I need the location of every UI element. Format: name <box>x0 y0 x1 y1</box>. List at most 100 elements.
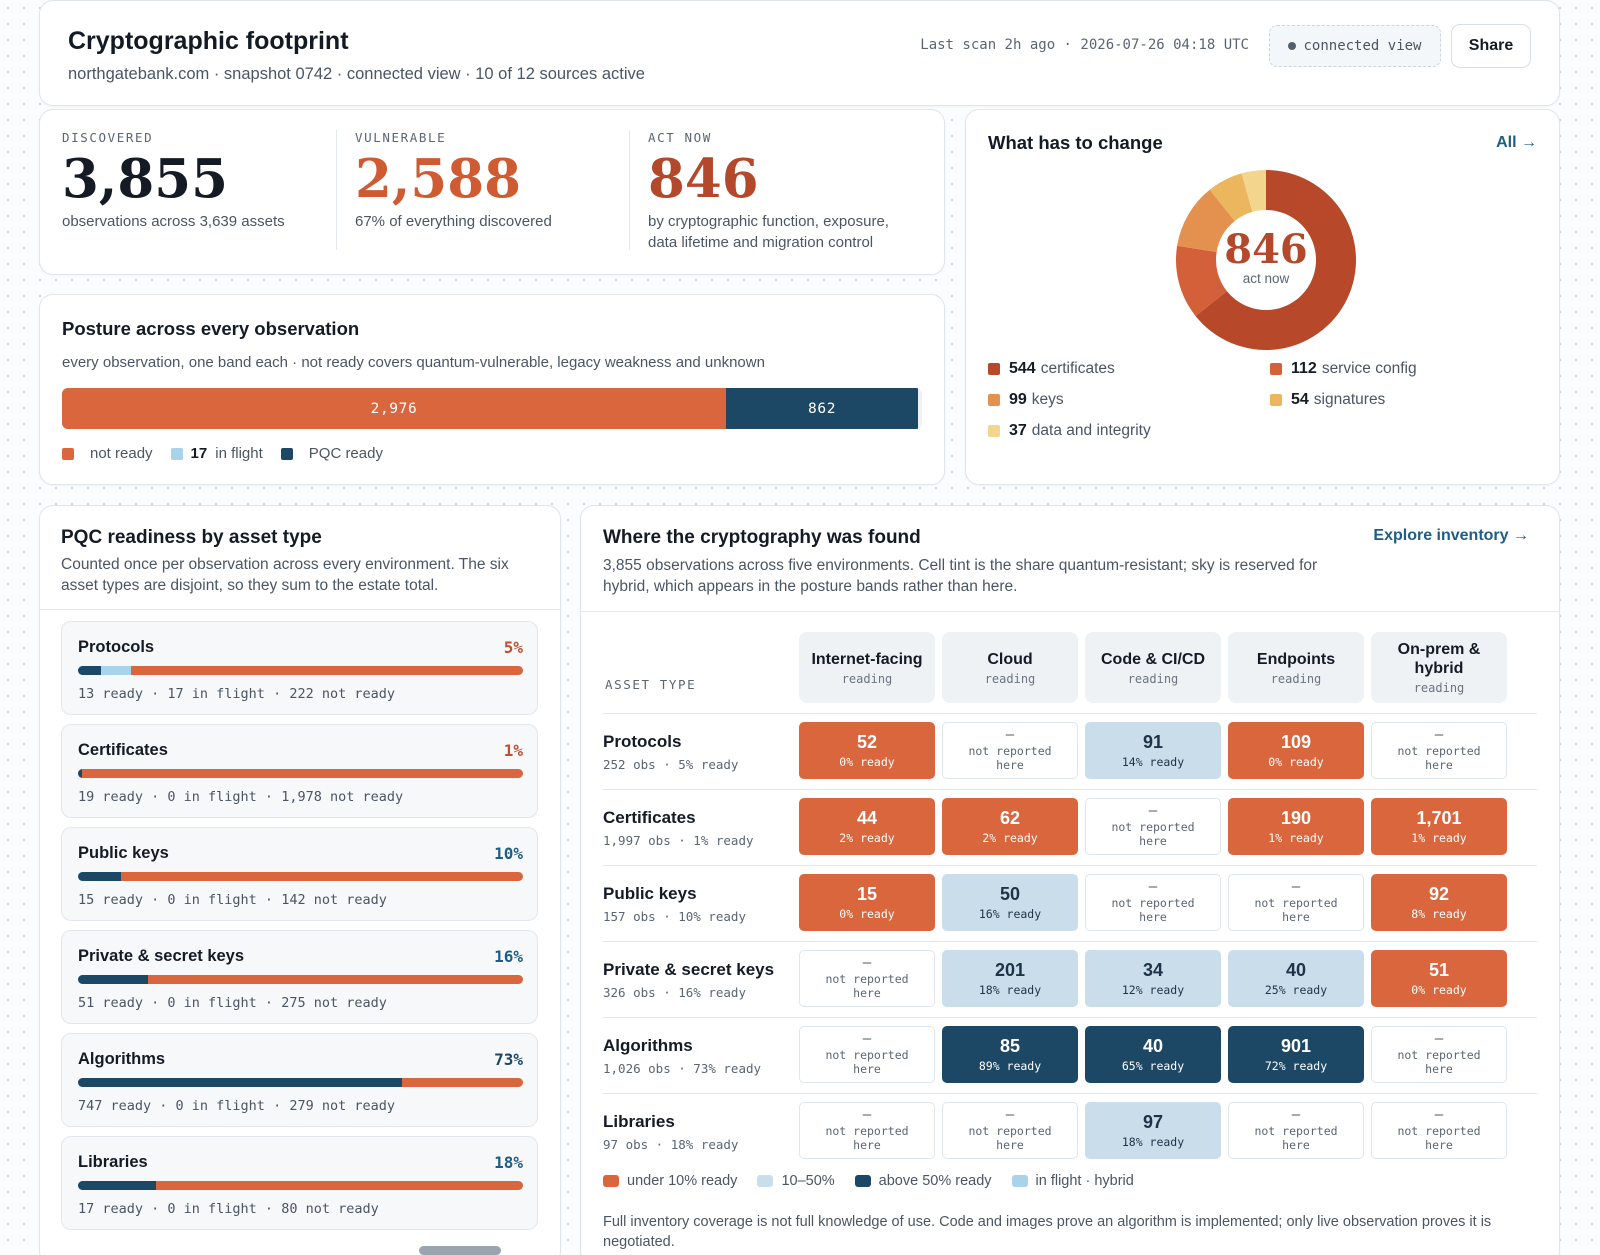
posture-segment-pqc-ready: 862 <box>725 388 919 429</box>
share-button[interactable]: Share <box>1451 24 1531 68</box>
column-header[interactable]: Code & CI/CD reading <box>1085 632 1221 703</box>
matrix-cell[interactable]: 901 72% ready <box>1228 1026 1364 1083</box>
cell-ready: 72% ready <box>1264 1059 1328 1073</box>
readiness-subtitle: Counted once per observation across ever… <box>61 556 509 594</box>
matrix-cell-empty[interactable]: — not reported here <box>1371 1026 1507 1083</box>
matrix-cell-empty[interactable]: — not reported here <box>1371 1102 1507 1159</box>
matrix-cell-empty[interactable]: — not reported here <box>1085 874 1221 931</box>
readiness-bar <box>78 1181 523 1190</box>
readiness-bar <box>78 872 523 881</box>
matrix-cell[interactable]: 51 0% ready <box>1371 950 1507 1007</box>
matrix-cell[interactable]: 40 65% ready <box>1085 1026 1221 1083</box>
matrix-cell[interactable]: 85 89% ready <box>942 1026 1078 1083</box>
stat-label: DISCOVERED <box>62 130 154 145</box>
asset-type-name: Algorithms <box>78 1050 166 1068</box>
bar-ready <box>78 666 101 675</box>
matrix-cell[interactable]: 201 18% ready <box>942 950 1078 1007</box>
matrix-cell[interactable]: 40 25% ready <box>1228 950 1364 1007</box>
all-link[interactable]: All → <box>1496 134 1537 151</box>
legend-in-flight-hybrid: in flight · hybrid <box>1011 1173 1134 1189</box>
cell-ready: 2% ready <box>839 831 895 845</box>
row-divider <box>603 713 1537 714</box>
slice-service-config <box>1176 245 1227 317</box>
legend-swatch <box>62 447 74 460</box>
bar-not-ready <box>401 1078 523 1087</box>
matrix-cell-empty[interactable]: — not reported here <box>1228 1102 1364 1159</box>
matrix-cell[interactable]: 109 0% ready <box>1228 722 1364 779</box>
empty-dash: — <box>862 955 872 971</box>
bar-ready <box>78 769 83 778</box>
empty-text: not reported here <box>968 744 1052 772</box>
cell-count: 109 <box>1280 732 1312 752</box>
matrix-cell-empty[interactable]: — not reported here <box>799 1102 935 1159</box>
ready-percent: 1% <box>503 741 523 760</box>
matrix-cell-empty[interactable]: — not reported here <box>942 1102 1078 1159</box>
legend-text: under 10% ready <box>627 1173 738 1189</box>
slice-signatures <box>1209 173 1253 221</box>
matrix-cell[interactable]: 44 2% ready <box>799 798 935 855</box>
matrix-cell[interactable]: 62 2% ready <box>942 798 1078 855</box>
legend-swatch <box>1011 1175 1028 1187</box>
matrix-cell[interactable]: 15 0% ready <box>799 874 935 931</box>
matrix-cell-empty[interactable]: — not reported here <box>799 1026 935 1083</box>
legend-value: 99 <box>1009 391 1027 408</box>
change-card: What has to change All → 846 act now 544… <box>965 109 1560 485</box>
asset-type-obs: 97 obs · 18% ready <box>603 1137 739 1152</box>
stat-act-now: ACT NOW 846 by cryptographic function, e… <box>648 130 918 253</box>
readiness-row[interactable]: Public keys 10% 15 ready · 0 in flight · 1… <box>61 827 538 921</box>
matrix-cell[interactable]: 92 8% ready <box>1371 874 1507 931</box>
matrix-cell-empty[interactable]: — not reported here <box>1228 874 1364 931</box>
empty-text: not reported here <box>1111 820 1195 848</box>
matrix-cell[interactable]: 34 12% ready <box>1085 950 1221 1007</box>
matrix-cell[interactable]: 1,701 1% ready <box>1371 798 1507 855</box>
legend-value: 54 <box>1291 391 1309 408</box>
empty-text: not reported here <box>825 1124 909 1152</box>
donut-center-value: 846 <box>1224 226 1308 273</box>
column-header[interactable]: Internet-facing reading <box>799 632 935 703</box>
stat-value: 846 <box>648 148 759 210</box>
legend-label: service config <box>1321 360 1417 377</box>
empty-text: not reported here <box>1397 1124 1481 1152</box>
readiness-counts: 51 ready · 0 in flight · 275 not ready <box>78 995 387 1011</box>
column-header[interactable]: On-prem & hybrid reading <box>1371 632 1507 703</box>
legend-swatch <box>170 447 183 460</box>
cell-ready: 16% ready <box>978 907 1042 921</box>
matrix-cell-empty[interactable]: — not reported here <box>1371 722 1507 779</box>
matrix-cell-empty[interactable]: — not reported here <box>1085 798 1221 855</box>
cell-ready: 0% ready <box>839 755 895 769</box>
matrix-cell[interactable]: 190 1% ready <box>1228 798 1364 855</box>
cell-ready: 89% ready <box>978 1059 1042 1073</box>
legend-swatch <box>280 447 293 460</box>
readiness-row[interactable]: Protocols 5% 13 ready · 17 in flight · 222… <box>61 621 538 715</box>
legend-label: data and integrity <box>1031 422 1151 439</box>
column-header[interactable]: Endpoints reading <box>1228 632 1364 703</box>
matrix-legend: under 10% ready 10–50% above 50% ready i… <box>603 1173 1134 1189</box>
cell-count: 92 <box>1428 884 1450 904</box>
cell-count: 97 <box>1142 1112 1164 1132</box>
slice-data-integrity <box>1241 170 1266 212</box>
readiness-row[interactable]: Libraries 18% 17 ready · 0 in flight · 80 … <box>61 1136 538 1230</box>
stat-value: 3,855 <box>62 148 228 210</box>
legend-above-50: above 50% ready <box>854 1173 992 1189</box>
stats-card: DISCOVERED 3,855 observations across 3,6… <box>39 109 945 275</box>
bar-not-ready <box>120 872 523 881</box>
explore-inventory-link[interactable]: Explore inventory → <box>1373 527 1529 544</box>
matrix-cell[interactable]: 91 14% ready <box>1085 722 1221 779</box>
connected-view-chip[interactable]: connected view <box>1269 25 1441 67</box>
matrix-cell[interactable]: 50 16% ready <box>942 874 1078 931</box>
readiness-row[interactable]: Algorithms 73% 747 ready · 0 in flight · 2… <box>61 1033 538 1127</box>
readiness-row[interactable]: Private & secret keys 16% 51 ready · 0 in … <box>61 930 538 1024</box>
column-header[interactable]: Cloud reading <box>942 632 1078 703</box>
column-title: Code & CI/CD <box>1101 650 1205 668</box>
stat-value: 2,588 <box>355 148 521 210</box>
cell-ready: 18% ready <box>1121 1135 1185 1149</box>
matrix-cell[interactable]: 97 18% ready <box>1085 1102 1221 1159</box>
asset-type-obs: 252 obs · 5% ready <box>603 757 739 772</box>
stat-label: VULNERABLE <box>355 130 447 145</box>
readiness-row[interactable]: Certificates 1% 19 ready · 0 in flight · 1… <box>61 724 538 818</box>
empty-dash: — <box>1291 1107 1301 1123</box>
matrix-cell-empty[interactable]: — not reported here <box>942 722 1078 779</box>
scrollbar-thumb[interactable] <box>419 1246 501 1255</box>
matrix-cell-empty[interactable]: — not reported here <box>799 950 935 1007</box>
matrix-cell[interactable]: 52 0% ready <box>799 722 935 779</box>
